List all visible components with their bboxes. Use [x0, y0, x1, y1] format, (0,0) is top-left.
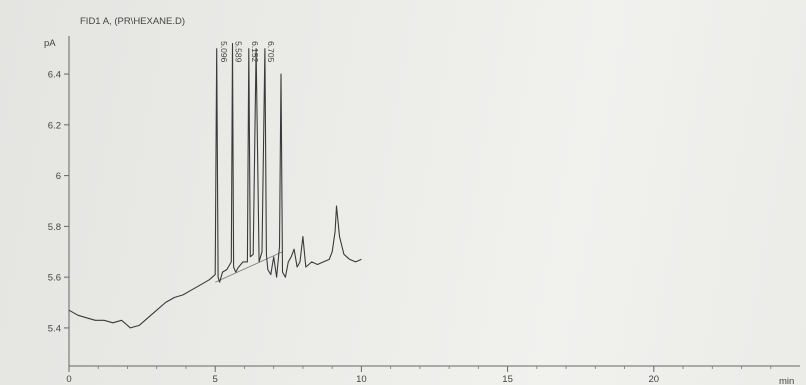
chart-title: FID1 A, (PR\HEXANE.D) — [80, 16, 185, 27]
y-tick-label: 6.4 — [48, 70, 61, 81]
x-ticks: 0 5 10 15 20 — [66, 366, 659, 385]
y-tick-label: 6 — [56, 171, 61, 182]
x-tick-label: 0 — [66, 374, 71, 385]
x-tick-label: 20 — [649, 374, 660, 385]
y-tick-label: 5.6 — [48, 273, 61, 284]
peak-label: 6.152 — [250, 41, 260, 63]
peak-label: 5.096 — [219, 41, 229, 63]
x-minor-ticks — [97, 366, 772, 369]
peak-label: 5.589 — [233, 41, 243, 63]
x-tick-label: 10 — [356, 374, 367, 385]
peak-label: 6.705 — [266, 41, 276, 63]
baseline-segment — [215, 251, 283, 283]
x-tick-label: 15 — [502, 374, 513, 385]
y-tick-label: 6.2 — [48, 120, 61, 131]
y-ticks: 5.4 5.6 5.8 6 6.2 6.4 — [48, 70, 69, 334]
series-line — [68, 43, 362, 329]
y-tick-label: 5.8 — [48, 222, 61, 233]
x-axis-label: min — [779, 376, 794, 385]
integration-baseline — [215, 251, 283, 283]
y-tick-label: 5.4 — [48, 323, 61, 334]
x-tick-label: 5 — [213, 374, 218, 385]
series-group — [68, 43, 362, 329]
y-axis-label: pA — [44, 38, 56, 49]
peak-labels: 5.096 5.589 6.152 6.705 — [219, 41, 276, 63]
